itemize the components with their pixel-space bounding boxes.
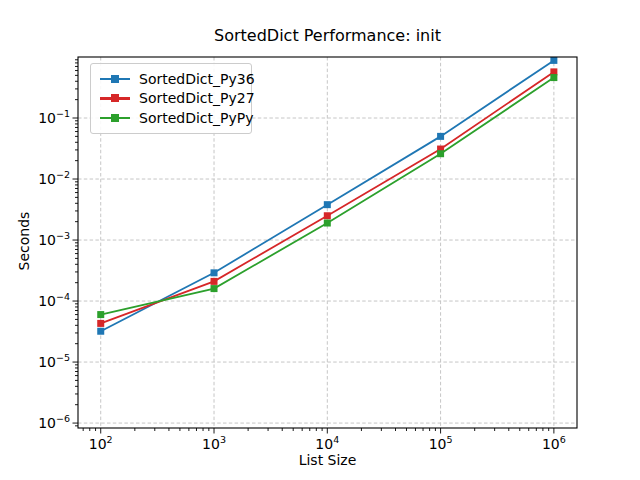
figure: SortedDict Performance: init List Size S… (0, 0, 640, 480)
data-point-marker (211, 285, 218, 292)
legend-item-SortedDict_Py27: SortedDict_Py27 (100, 89, 243, 109)
data-point-marker (324, 201, 331, 208)
x-tick-label: 106 (542, 434, 566, 454)
data-point-marker (211, 278, 218, 285)
x-tick-label: 105 (429, 434, 453, 454)
data-point-marker (324, 220, 331, 227)
data-point-marker (437, 150, 444, 157)
legend-line-marker-sample (100, 112, 130, 124)
legend-square-marker (111, 94, 119, 102)
legend-item-SortedDict_PyPy: SortedDict_PyPy (100, 108, 243, 128)
data-point-marker (324, 212, 331, 219)
chart-title: SortedDict Performance: init (78, 26, 577, 45)
x-tick-label: 102 (89, 434, 113, 454)
legend-square-marker (111, 75, 119, 83)
y-tick-label: 10−2 (38, 169, 70, 189)
legend-square-marker (111, 114, 119, 122)
legend-item-SortedDict_Py36: SortedDict_Py36 (100, 69, 243, 89)
legend-label: SortedDict_PyPy (139, 110, 254, 126)
legend-line-marker-sample (100, 73, 130, 85)
data-point-marker (550, 57, 557, 64)
data-point-marker (97, 328, 104, 335)
data-point-marker (437, 133, 444, 140)
data-point-marker (550, 74, 557, 81)
legend-line-marker-sample (100, 92, 130, 104)
legend-label: SortedDict_Py36 (139, 71, 255, 87)
y-tick-label: 10−3 (38, 230, 70, 250)
y-tick-label: 10−5 (38, 352, 70, 372)
x-tick-label: 104 (315, 434, 339, 454)
data-point-marker (211, 269, 218, 276)
y-tick-label: 10−1 (38, 108, 70, 128)
y-tick-label: 10−4 (38, 291, 70, 311)
y-tick-label: 10−6 (38, 413, 70, 433)
legend: SortedDict_Py36SortedDict_Py27SortedDict… (90, 63, 252, 134)
data-point-marker (97, 311, 104, 318)
y-axis-label: Seconds (16, 212, 32, 271)
x-axis-label: List Size (78, 452, 577, 468)
x-tick-label: 103 (202, 434, 226, 454)
data-point-marker (97, 320, 104, 327)
legend-label: SortedDict_Py27 (139, 90, 255, 106)
